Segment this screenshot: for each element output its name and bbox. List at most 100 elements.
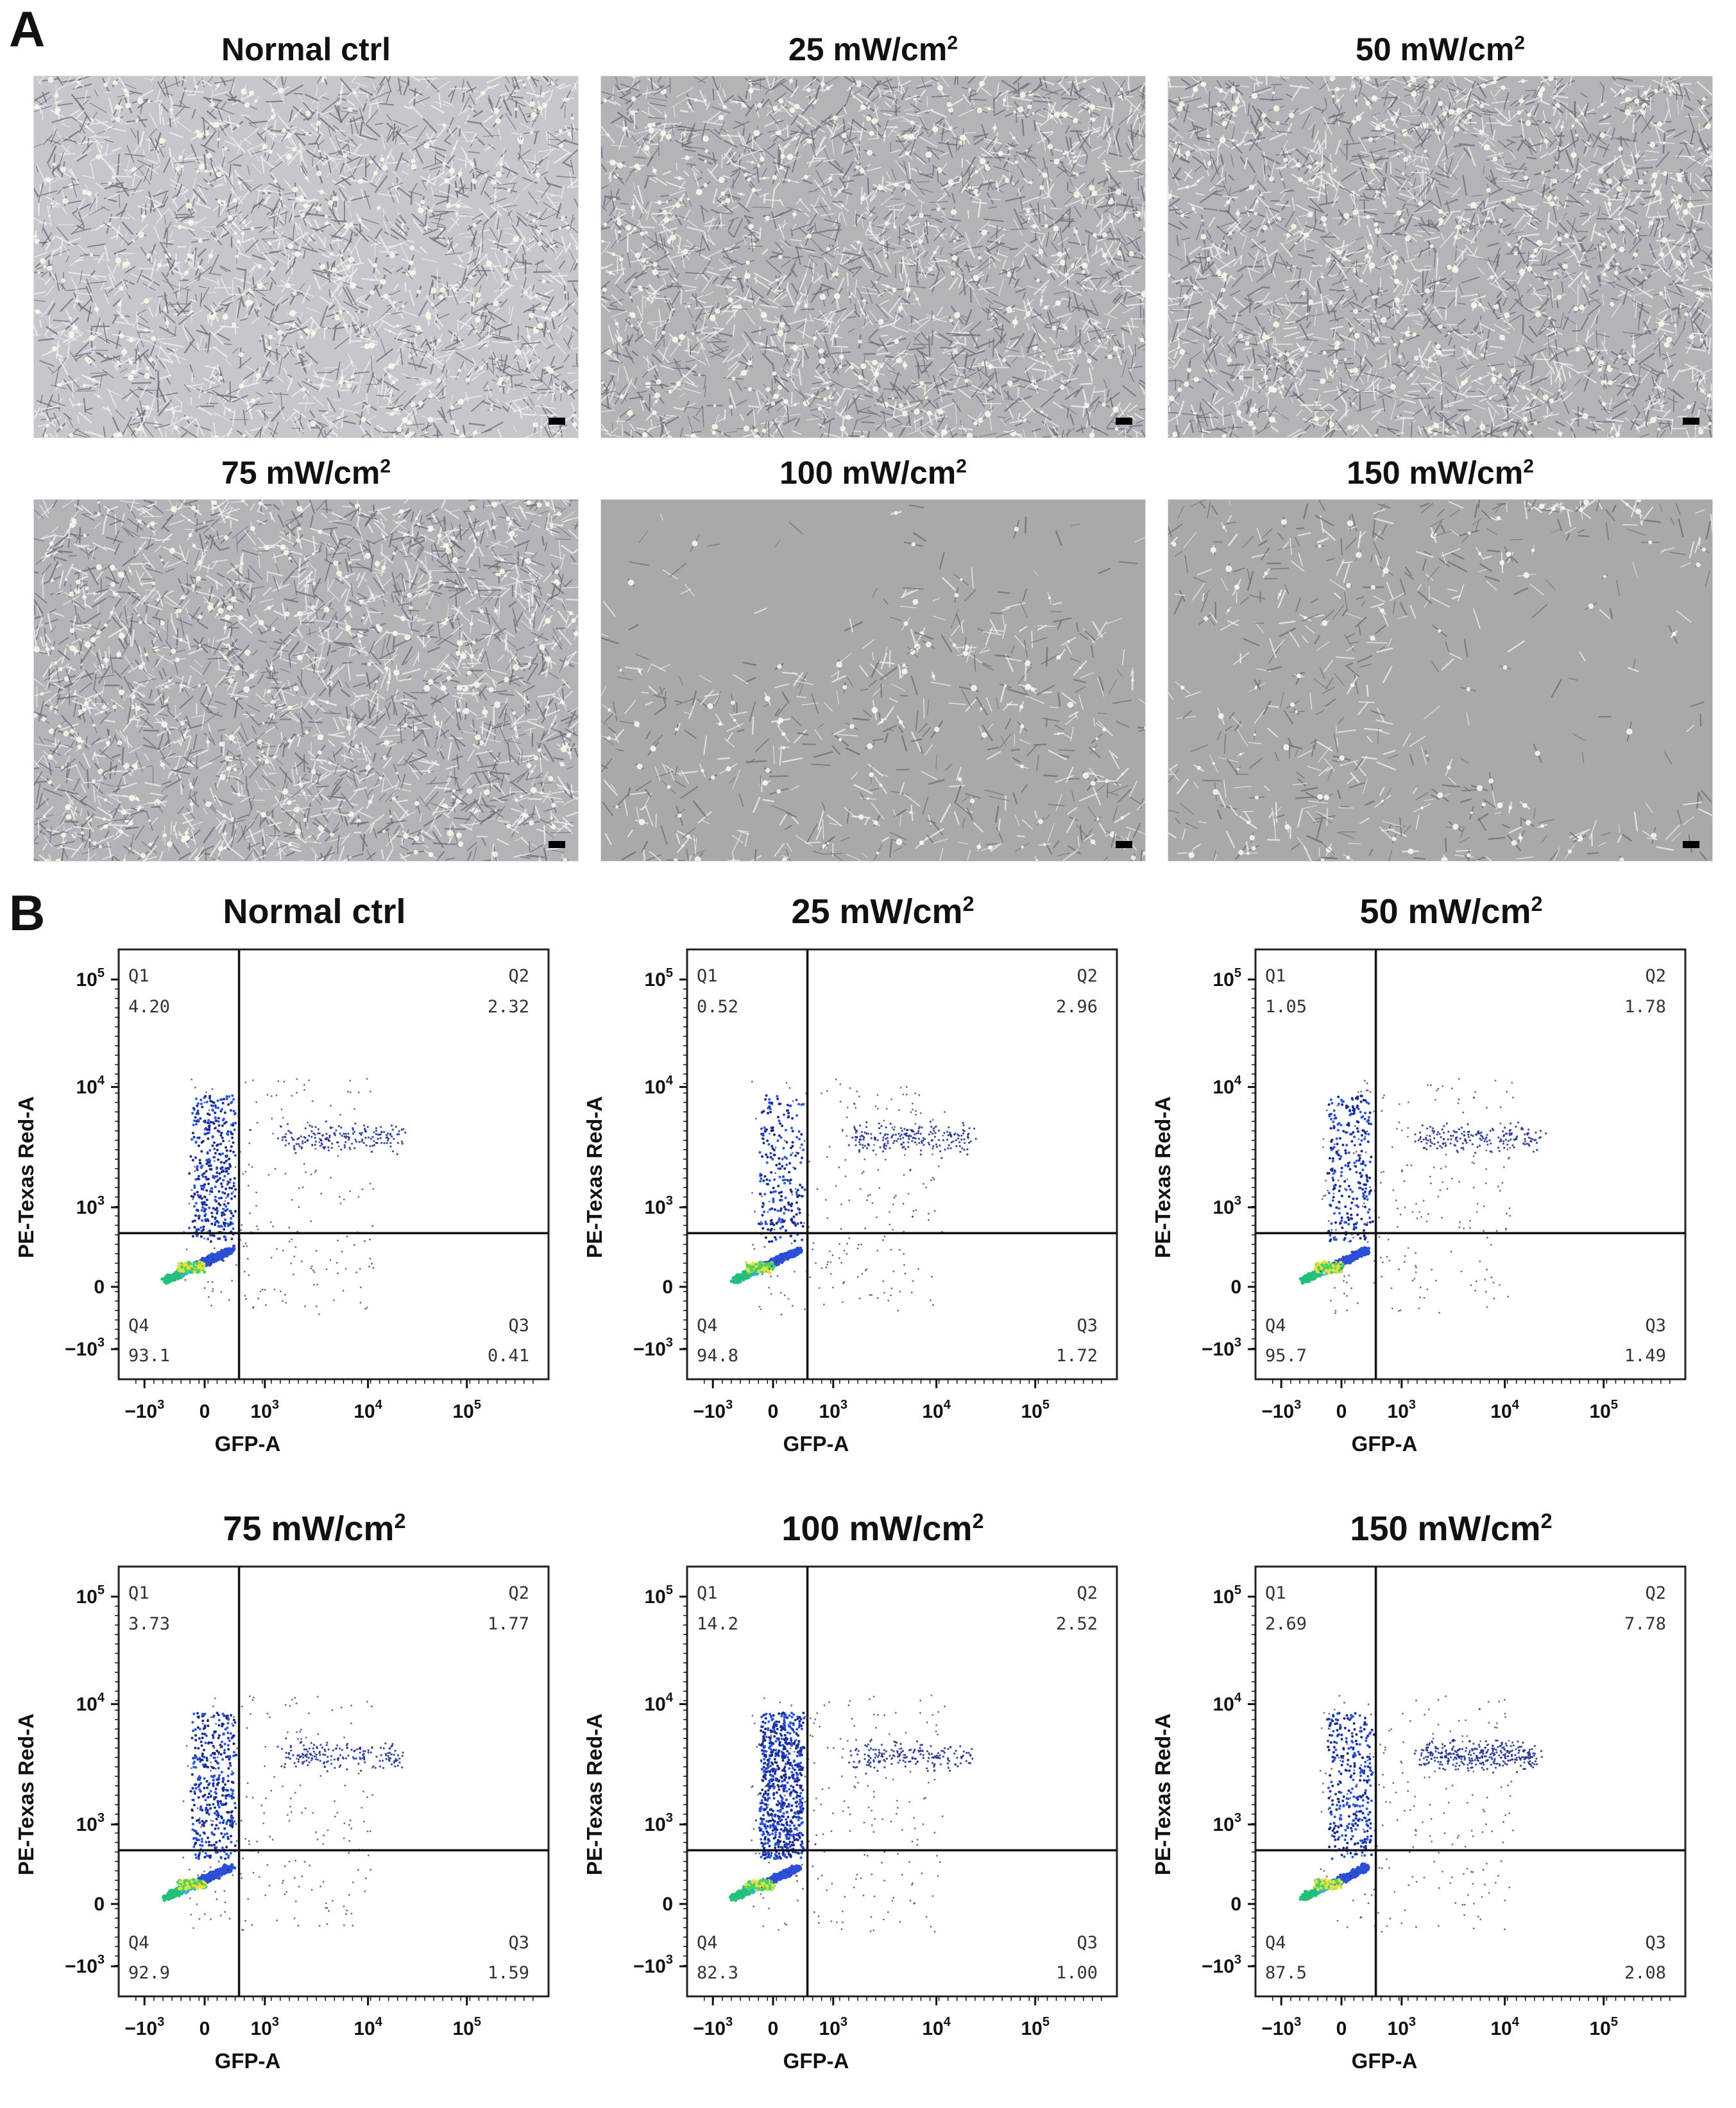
x-axis-label: GFP-A (215, 1432, 281, 1456)
quadrant-value-q4: 87.5 (1265, 1963, 1307, 1983)
y-tick-label: 105 (1213, 1583, 1242, 1608)
x-tick-label: −103 (1261, 1398, 1301, 1422)
quadrant-label-q4: Q4 (697, 1316, 718, 1336)
y-axis-label: PE-Texas Red-A (1151, 1096, 1175, 1258)
quadrant-value-q4: 95.7 (1265, 1346, 1307, 1366)
quadrant-label-q3: Q3 (1645, 1316, 1666, 1336)
y-axis-label: PE-Texas Red-A (583, 1096, 606, 1258)
y-tick-label: 103 (1213, 1194, 1242, 1218)
x-tick-label: −103 (693, 1398, 733, 1422)
flow-plot-title-superscript: 2 (973, 1509, 984, 1533)
quadrant-label-q2: Q2 (1076, 966, 1098, 986)
y-axis-label: PE-Texas Red-A (14, 1096, 38, 1258)
flow-plot-title-superscript: 2 (1541, 1509, 1553, 1533)
quadrant-label-q3: Q3 (1076, 1316, 1098, 1336)
y-tick-label: −103 (633, 1953, 673, 1977)
quadrant-label-q2: Q2 (508, 966, 529, 986)
quadrant-label-q1: Q1 (697, 966, 718, 986)
x-tick-label: 0 (1336, 1401, 1347, 1422)
x-tick-label: 0 (768, 1401, 779, 1422)
y-tick-label: 0 (94, 1277, 105, 1298)
x-tick-label: 104 (922, 1398, 951, 1422)
flow-plot-title: 25 mW/cm2 (594, 892, 1171, 931)
flow-cytometry-plot: Q1 3.73 Q2 1.77 Q4 92.9 Q3 1.59 105 104 103 0 −103 −1… (0, 1560, 577, 2105)
y-tick-label: −103 (65, 1953, 105, 1977)
quadrant-label-q1: Q1 (1265, 966, 1286, 986)
scale-bar (1116, 841, 1132, 848)
y-tick-label: 105 (645, 966, 674, 990)
quadrant-label-q2: Q2 (508, 1583, 529, 1603)
quadrant-value-q2: 1.78 (1624, 997, 1666, 1017)
quadrant-value-q3: 0.41 (488, 1346, 529, 1366)
y-tick-label: 103 (645, 1194, 674, 1218)
y-axis-label: PE-Texas Red-A (14, 1713, 38, 1875)
scale-bar (549, 418, 565, 425)
event-dots (1298, 1078, 1547, 1314)
x-tick-label: 0 (200, 2018, 210, 2039)
x-tick-label: 105 (1589, 2015, 1618, 2039)
event-dots (162, 1695, 404, 1931)
y-tick-label: 0 (662, 1894, 673, 1915)
micrograph-title: 150 mW/cm2 (1168, 454, 1713, 491)
flow-plot-title-text: 100 mW/cm (781, 1509, 972, 1548)
quadrant-value-q1: 14.2 (697, 1614, 738, 1634)
quadrant-label-q1: Q1 (1265, 1583, 1286, 1603)
scale-bar (1116, 418, 1132, 425)
micrograph-title-superscript: 2 (1523, 455, 1534, 477)
y-axis-label: PE-Texas Red-A (1151, 1713, 1175, 1875)
y-tick-label: 103 (76, 1811, 105, 1835)
quadrant-value-q3: 1.72 (1056, 1346, 1098, 1366)
quadrant-label-q4: Q4 (128, 1316, 149, 1336)
y-tick-label: 105 (1213, 966, 1242, 990)
micrograph-title-superscript: 2 (380, 455, 391, 477)
quadrant-value-q2: 1.77 (488, 1614, 529, 1634)
quadrant-value-q1: 0.52 (697, 997, 738, 1017)
y-axis-label: PE-Texas Red-A (583, 1713, 606, 1875)
y-tick-label: 105 (76, 966, 105, 990)
flow-plot-title: 100 mW/cm2 (594, 1509, 1171, 1549)
x-tick-label: 105 (1589, 1398, 1618, 1422)
quadrant-label-q1: Q1 (128, 966, 149, 986)
quadrant-label-q2: Q2 (1645, 1583, 1666, 1603)
flow-plot-title-text: 50 mW/cm (1359, 892, 1531, 931)
x-tick-label: −103 (124, 1398, 164, 1422)
x-axis-label: GFP-A (215, 2049, 281, 2073)
y-tick-label: −103 (65, 1336, 105, 1360)
x-tick-label: 0 (200, 1401, 210, 1422)
x-tick-label: 103 (819, 1398, 848, 1422)
micrograph-image (1168, 499, 1713, 862)
y-tick-label: 0 (1230, 1894, 1241, 1915)
quadrant-value-q2: 2.96 (1056, 997, 1098, 1017)
quadrant-value-q3: 2.08 (1624, 1963, 1666, 1983)
quadrant-label-q1: Q1 (128, 1583, 149, 1603)
y-tick-label: −103 (1202, 1953, 1241, 1977)
quadrant-value-q2: 2.52 (1056, 1614, 1098, 1634)
event-dots (729, 1078, 977, 1316)
micrograph-title-text: 100 mW/cm (779, 455, 956, 491)
x-tick-label: 105 (1021, 1398, 1050, 1422)
quadrant-label-q3: Q3 (1645, 1933, 1666, 1953)
flow-plot-title-text: Normal ctrl (223, 892, 405, 931)
micrograph-title-text: Normal ctrl (221, 31, 391, 67)
flow-plot-title: 75 mW/cm2 (26, 1509, 603, 1549)
y-tick-label: 104 (1213, 1073, 1242, 1098)
micrograph-title: 100 mW/cm2 (600, 454, 1146, 491)
micrograph-image (33, 76, 579, 438)
quadrant-value-q1: 3.73 (128, 1614, 170, 1634)
quadrant-label-q3: Q3 (508, 1933, 529, 1953)
flow-cytometry-plot: Q1 1.05 Q2 1.78 Q4 95.7 Q3 1.49 105 104 103 0 −103 −1… (1137, 943, 1714, 1488)
x-tick-label: 104 (353, 2015, 382, 2039)
flow-plot-title-text: 25 mW/cm (791, 892, 962, 931)
flow-plot-title: 50 mW/cm2 (1162, 892, 1736, 931)
y-tick-label: 104 (645, 1073, 674, 1098)
x-tick-label: −103 (1261, 2015, 1301, 2039)
x-tick-label: 104 (1490, 2015, 1519, 2039)
quadrant-label-q3: Q3 (508, 1316, 529, 1336)
quadrant-value-q2: 7.78 (1624, 1614, 1666, 1634)
panel-label-a: A (9, 0, 45, 58)
x-tick-label: 104 (1490, 1398, 1519, 1422)
quadrant-label-q4: Q4 (1265, 1316, 1286, 1336)
x-tick-label: 105 (452, 1398, 481, 1422)
quadrant-label-q3: Q3 (1076, 1933, 1098, 1953)
flow-cytometry-plot: Q1 4.20 Q2 2.32 Q4 93.1 Q3 0.41 105 104 103 0 −103 −1… (0, 943, 577, 1488)
